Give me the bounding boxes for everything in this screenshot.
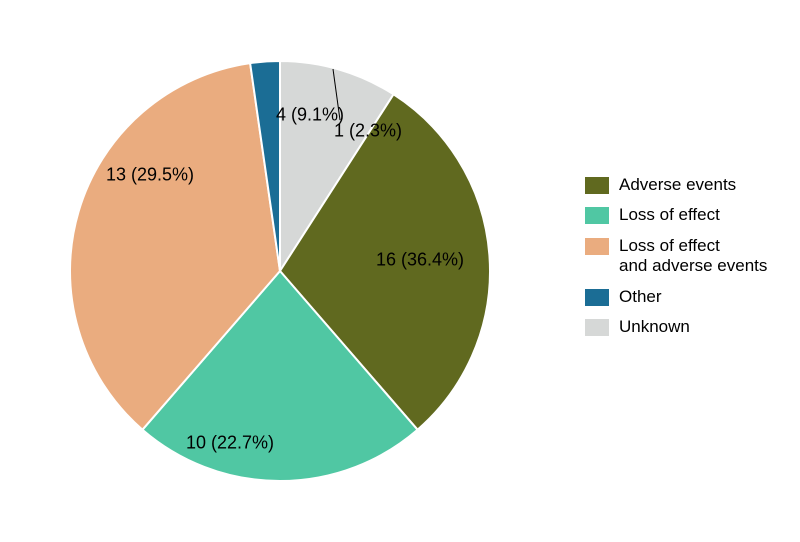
legend-swatch-other <box>585 289 609 306</box>
legend-item-other: Other <box>585 287 767 307</box>
legend-label-loss_adv: Loss of effectand adverse events <box>619 236 767 277</box>
pie-chart-container: Adverse events Loss of effect Loss of effe… <box>0 0 800 542</box>
legend-item-loss_adv: Loss of effectand adverse events <box>585 236 767 277</box>
legend-label-loss: Loss of effect <box>619 205 720 225</box>
legend-swatch-loss <box>585 207 609 224</box>
legend-swatch-adverse <box>585 177 609 194</box>
legend-swatch-unknown <box>585 319 609 336</box>
legend-item-unknown: Unknown <box>585 317 767 337</box>
legend: Adverse events Loss of effect Loss of effe… <box>585 175 767 347</box>
legend-label-adverse: Adverse events <box>619 175 736 195</box>
legend-swatch-loss_adv <box>585 238 609 255</box>
legend-label-unknown: Unknown <box>619 317 690 337</box>
legend-label-other: Other <box>619 287 662 307</box>
legend-item-adverse: Adverse events <box>585 175 767 195</box>
legend-item-loss: Loss of effect <box>585 205 767 225</box>
